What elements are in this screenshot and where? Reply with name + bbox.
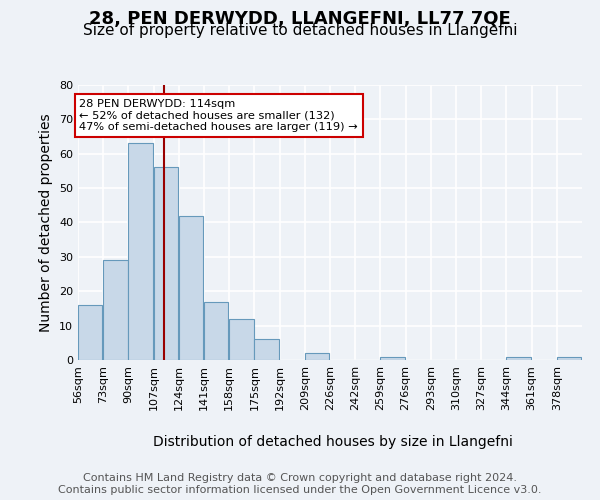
Bar [380,356,405,360]
Bar [78,305,103,360]
Bar [305,353,329,360]
Bar [103,260,128,360]
Text: Distribution of detached houses by size in Llangefni: Distribution of detached houses by size … [153,435,513,449]
Bar [154,168,178,360]
Bar [179,216,203,360]
Text: Size of property relative to detached houses in Llangefni: Size of property relative to detached ho… [83,22,517,38]
Bar [254,340,279,360]
Bar [204,302,229,360]
Y-axis label: Number of detached properties: Number of detached properties [40,113,53,332]
Text: Contains HM Land Registry data © Crown copyright and database right 2024.
Contai: Contains HM Land Registry data © Crown c… [58,474,542,495]
Text: 28, PEN DERWYDD, LLANGEFNI, LL77 7QE: 28, PEN DERWYDD, LLANGEFNI, LL77 7QE [89,10,511,28]
Bar [229,319,254,360]
Bar [557,356,581,360]
Bar [128,144,153,360]
Text: 28 PEN DERWYDD: 114sqm
← 52% of detached houses are smaller (132)
47% of semi-de: 28 PEN DERWYDD: 114sqm ← 52% of detached… [79,98,358,132]
Bar [506,356,531,360]
